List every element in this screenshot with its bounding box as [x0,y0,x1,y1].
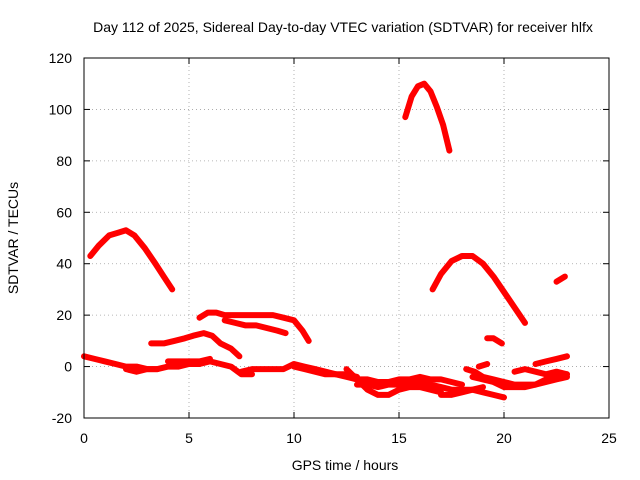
x-tick-label: 25 [601,430,617,446]
trace-20 [484,335,505,347]
trace-18 [532,353,570,367]
data-traces [81,80,570,401]
y-tick-label: -20 [52,410,72,426]
x-tick-label: 20 [496,430,512,446]
y-tick-label: 0 [64,359,72,375]
axis-ticks [83,57,610,419]
trace-19 [475,361,491,370]
y-tick-label: 40 [56,256,72,272]
trace-4 [148,330,243,360]
trace-3 [429,253,528,326]
x-tick-label: 0 [80,430,88,446]
trace-17 [511,366,570,378]
trace-14 [438,384,486,398]
trace-11 [291,363,465,388]
y-tick-label: 120 [49,50,73,66]
y-tick-label: 60 [56,204,72,220]
trace-1 [87,227,176,293]
y-tick-label: 100 [49,101,73,117]
trace-21 [553,273,568,285]
grid-lines [84,58,609,418]
x-tick-label: 10 [286,430,302,446]
chart-title: Day 112 of 2025, Sidereal Day-to-day VTE… [93,19,593,35]
trace-16 [469,371,570,391]
y-axis-label: SDTVAR / TECUs [5,182,21,294]
x-axis-label: GPS time / hours [292,457,399,473]
trace-9 [165,355,213,365]
trace-5 [196,309,312,344]
y-tick-label: 80 [56,153,72,169]
trace-13 [354,379,507,401]
y-tick-label: 20 [56,307,72,323]
x-tick-label: 5 [185,430,193,446]
x-tick-label: 15 [391,430,407,446]
trace-6 [221,317,289,337]
x-tick-labels: 0 5 10 15 20 25 [80,430,617,446]
trace-2 [402,80,453,154]
y-tick-labels: -20 0 20 40 60 80 100 120 [49,50,73,426]
plot-frame [83,57,610,419]
